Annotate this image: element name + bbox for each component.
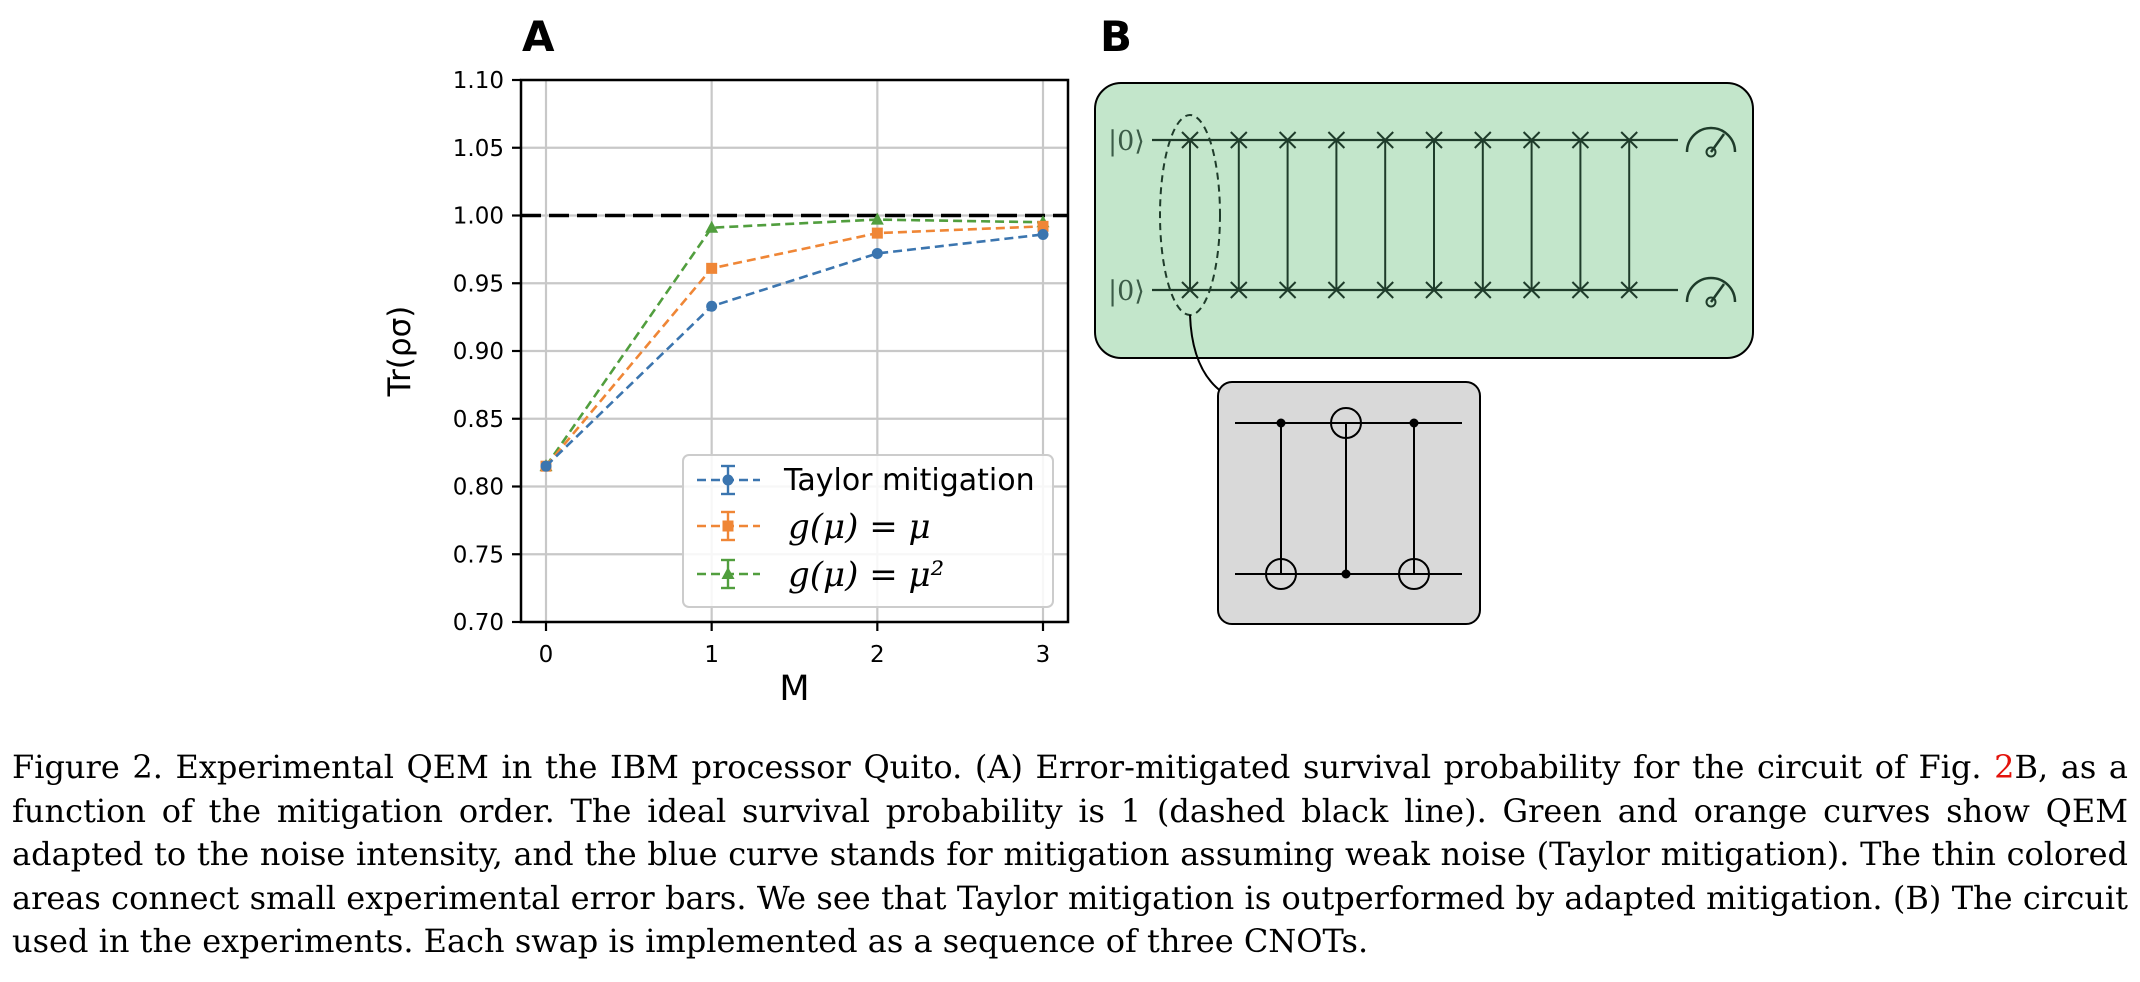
meter-pivot <box>1705 146 1717 158</box>
measurement-meter-icon <box>1685 276 1737 308</box>
legend-marker <box>721 567 735 579</box>
panel-a-label: A <box>522 12 555 61</box>
qubit-label-top: |0⟩ <box>1108 126 1145 157</box>
swap-cross <box>1474 131 1492 149</box>
swap-gate <box>1571 131 1590 299</box>
x-tick-label: 2 <box>870 642 885 668</box>
legend-label: Taylor mitigation <box>783 463 1035 498</box>
swap-gate <box>1278 131 1297 299</box>
survival-probability-chart: 0.70 0.75 0.80 0.85 0.90 0.95 1.00 1.05 1.10 0 1 2 3… <box>382 68 1070 709</box>
data-point <box>1037 220 1049 232</box>
caption-text-2: B, as a function of the mitigation order… <box>12 748 2129 960</box>
figure-reference-link[interactable]: 2 <box>1994 748 2015 786</box>
swap-cross <box>1278 281 1297 299</box>
data-point <box>870 212 884 225</box>
data-point <box>871 247 883 259</box>
y-tick-label: 1.10 <box>453 68 504 94</box>
data-point <box>706 300 718 312</box>
swap-cross <box>1376 131 1394 149</box>
cnot-control-dot <box>1341 569 1351 579</box>
y-tick-label: 0.70 <box>453 610 504 636</box>
swap-cross <box>1571 281 1590 299</box>
swap-gate <box>1327 131 1346 299</box>
swap-gate <box>1181 131 1199 299</box>
y-tick-label: 0.85 <box>453 407 504 433</box>
swap-cross <box>1522 281 1541 299</box>
swap-cross <box>1327 131 1346 149</box>
swap-cross <box>1376 281 1394 299</box>
caption-text-1: Figure 2. Experimental QEM in the IBM pr… <box>12 748 1995 786</box>
cnot-gate <box>1398 418 1430 590</box>
swap-cross <box>1230 131 1248 149</box>
swap-gate <box>1620 131 1638 299</box>
legend-box <box>682 454 1054 608</box>
legend-label: g(μ) = μ² <box>788 555 944 595</box>
y-axis-label: Tr(ρσ) <box>382 306 418 398</box>
swap-cross <box>1620 131 1638 149</box>
data-point <box>705 220 719 233</box>
meter-arc <box>1685 126 1737 153</box>
meter-arc <box>1685 276 1737 303</box>
swap-cross <box>1230 281 1248 299</box>
panel-b-label: B <box>1100 12 1133 61</box>
series-line-0 <box>545 233 1044 468</box>
y-tick-label: 1.05 <box>453 136 504 162</box>
data-point <box>540 460 552 472</box>
swap-cross <box>1474 281 1492 299</box>
figure-caption: Figure 2. Experimental QEM in the IBM pr… <box>12 746 2128 964</box>
data-point <box>1037 228 1049 240</box>
legend-marker <box>722 520 734 532</box>
swap-circuit-diagram: |0⟩ |0⟩ <box>1094 82 1754 625</box>
data-point <box>706 262 718 274</box>
circuit-background <box>1094 82 1754 359</box>
swap-gate <box>1522 131 1541 299</box>
swap-cross <box>1327 281 1346 299</box>
swap-gate <box>1376 131 1394 299</box>
swap-cross <box>1181 281 1199 299</box>
swap-cross <box>1522 131 1541 149</box>
swap-cross <box>1571 131 1590 149</box>
y-tick-label: 0.75 <box>453 542 504 568</box>
swap-cross <box>1181 131 1199 149</box>
swap-cross <box>1620 281 1638 299</box>
cnot-control-dot <box>1409 418 1419 428</box>
series-line-2 <box>544 218 1044 467</box>
y-tick-label: 0.80 <box>453 475 504 501</box>
x-tick-label: 0 <box>539 642 554 668</box>
measurement-meter-icon <box>1685 126 1737 158</box>
x-tick-label: 3 <box>1036 642 1051 668</box>
cnot-control-dot <box>1276 418 1286 428</box>
legend-label: g(μ) = μ <box>788 507 931 547</box>
meter-pivot <box>1705 296 1717 308</box>
data-point <box>871 227 883 239</box>
series-line-1 <box>545 225 1044 468</box>
qubit-label-bottom: |0⟩ <box>1108 276 1145 307</box>
x-tick-label: 1 <box>704 642 719 668</box>
legend-marker <box>722 474 734 486</box>
zoom-connector-line <box>1189 314 1223 393</box>
y-tick-label: 0.95 <box>453 271 504 297</box>
cnot-gate <box>1265 418 1297 590</box>
chart-legend: Taylor mitigation g(μ) = μ g(μ) = μ² <box>682 454 1054 608</box>
swap-gate <box>1474 131 1492 299</box>
swap-gate <box>1230 131 1248 299</box>
x-axis-label: M <box>779 669 809 709</box>
swap-gate <box>1425 131 1443 299</box>
cnot-decomposition-box <box>1217 381 1481 625</box>
swap-cross <box>1425 131 1443 149</box>
cnot-gate <box>1330 407 1362 579</box>
y-tick-label: 1.00 <box>453 204 504 230</box>
y-tick-label: 0.90 <box>453 339 504 365</box>
swap-cross <box>1425 281 1443 299</box>
swap-cross <box>1278 131 1297 149</box>
